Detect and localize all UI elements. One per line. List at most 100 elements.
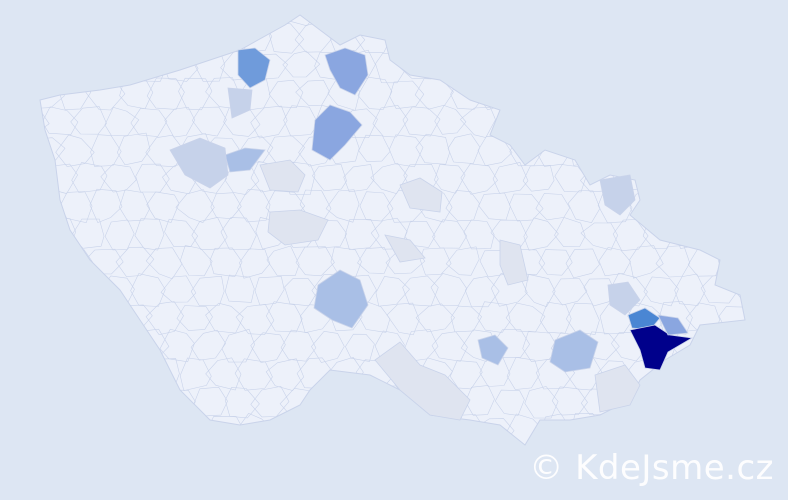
district-border: [731, 385, 745, 415]
district-border: [538, 249, 573, 276]
district[interactable]: [237, 47, 271, 89]
district-border: [690, 190, 720, 223]
district-border: [719, 358, 745, 387]
district-border: [209, 247, 243, 278]
district-border: [415, 133, 450, 165]
district-border: [160, 275, 197, 303]
district-border: [85, 356, 124, 391]
district[interactable]: [324, 47, 369, 96]
district-border: [40, 161, 51, 192]
district-border: [419, 247, 452, 276]
district-border: [490, 53, 529, 83]
district-border: [700, 15, 741, 25]
district-border: [654, 133, 691, 167]
district-border: [115, 413, 154, 445]
district[interactable]: [657, 314, 689, 336]
district-border: [746, 415, 779, 445]
district-border: [268, 415, 300, 443]
district-border: [705, 390, 740, 416]
district-border: [730, 161, 745, 195]
district-border: [750, 246, 784, 277]
district-border: [660, 21, 695, 53]
district[interactable]: [227, 87, 253, 119]
district-border: [640, 15, 680, 27]
district-border: [671, 164, 708, 195]
district-border: [493, 15, 525, 28]
district[interactable]: [267, 209, 329, 246]
district-border: [145, 134, 185, 168]
district-border: [595, 133, 631, 165]
district-border: [434, 105, 467, 135]
district-border: [191, 106, 227, 137]
district[interactable]: [629, 324, 694, 371]
district[interactable]: [384, 234, 426, 263]
district-border: [385, 415, 425, 445]
district-border: [118, 359, 154, 390]
district-border: [359, 191, 394, 222]
district-border: [219, 15, 256, 27]
district-border: [688, 78, 723, 111]
district-border: [234, 358, 273, 391]
district-border: [464, 15, 497, 25]
district-border: [715, 21, 745, 54]
district[interactable]: [313, 269, 369, 329]
district[interactable]: [594, 364, 641, 413]
district-border: [73, 15, 106, 25]
district-border: [283, 105, 319, 137]
district[interactable]: [374, 341, 471, 421]
district[interactable]: [399, 177, 443, 213]
district-regions: [169, 47, 694, 421]
district-border: [641, 51, 681, 83]
district-border: [357, 247, 391, 274]
district-border: [164, 106, 196, 138]
district-border: [460, 329, 497, 362]
district[interactable]: [599, 174, 636, 216]
district-border: [522, 164, 555, 192]
district-border: [235, 303, 275, 335]
district-border: [494, 389, 525, 416]
district-border: [179, 245, 213, 277]
district-border: [552, 278, 588, 306]
district-border: [130, 273, 166, 307]
district-border: [178, 77, 213, 111]
district-border: [40, 21, 65, 52]
district-border: [239, 248, 271, 279]
district-border: [750, 26, 784, 54]
district-border: [523, 217, 559, 251]
district-border: [565, 302, 600, 335]
district[interactable]: [311, 104, 363, 161]
district[interactable]: [224, 147, 266, 173]
district-border: [595, 78, 636, 107]
district[interactable]: [169, 137, 229, 189]
district-border: [135, 163, 170, 193]
district-border: [598, 247, 631, 277]
district-border: [730, 331, 745, 361]
district-border: [224, 387, 260, 419]
district-border: [191, 217, 228, 251]
district[interactable]: [259, 159, 306, 193]
district-border: [118, 21, 151, 56]
district-border: [42, 330, 76, 362]
district-border: [750, 135, 779, 165]
district-border: [116, 132, 151, 166]
district-border: [700, 219, 737, 251]
district[interactable]: [627, 307, 661, 331]
district-border: [715, 133, 745, 166]
district-border: [685, 360, 720, 390]
district-border: [415, 303, 456, 333]
district-border: [642, 389, 679, 420]
district-border: [194, 15, 226, 28]
district-border: [40, 48, 48, 79]
district-border: [464, 276, 500, 308]
district-border: [596, 21, 633, 51]
district-border: [205, 357, 242, 391]
district[interactable]: [549, 329, 599, 373]
district[interactable]: [499, 239, 529, 286]
district-border: [343, 164, 375, 193]
district[interactable]: [477, 334, 509, 366]
watermark: © KdeJsme.cz: [529, 448, 774, 488]
district-border: [295, 246, 335, 277]
district-border: [716, 80, 745, 110]
district[interactable]: [607, 281, 641, 316]
district-border: [629, 77, 666, 110]
